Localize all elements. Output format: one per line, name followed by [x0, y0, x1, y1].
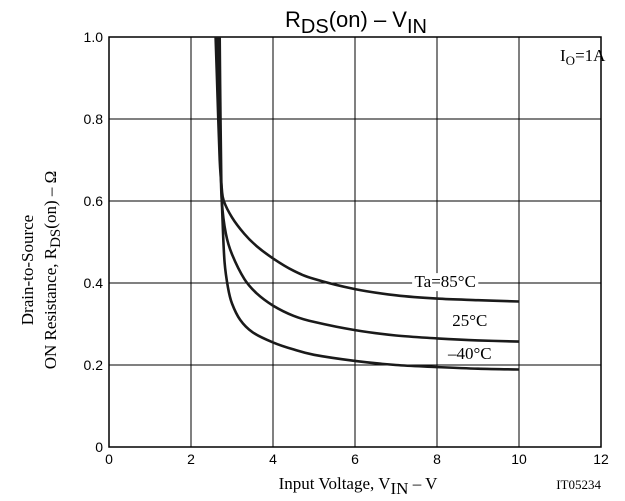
- x-tick-label-2: 4: [269, 451, 277, 467]
- x-tick-label-5: 10: [511, 451, 527, 467]
- y-axis-label-line1: Drain-to-Source: [18, 215, 37, 325]
- condition-pre: I: [560, 46, 566, 65]
- series-label-bg-2: [445, 344, 495, 363]
- y-tick-label-1: 0.2: [84, 357, 104, 373]
- series-label-2: –40°C: [447, 344, 492, 363]
- series-curves: [214, 36, 520, 371]
- series-label-1: 25°C: [452, 311, 487, 330]
- chart-title-main-sub: DS: [301, 16, 329, 38]
- chart-title-main: R: [285, 7, 301, 32]
- y-tick-label-0: 0: [95, 439, 103, 455]
- y-tick-label-3: 0.6: [84, 193, 104, 209]
- x-axis-label-post: – V: [408, 474, 438, 493]
- x-axis-label-pre: Input Voltage, V: [279, 474, 392, 493]
- chart-title-mid: (on) – V: [329, 7, 408, 32]
- y-axis-label: Drain-to-Source ON Resistance, RDS(on) –…: [18, 171, 64, 370]
- y-axis-label-line2-post: (on) – Ω: [41, 171, 60, 229]
- y-tick-labels: 0 0.2 0.4 0.6 0.8 1.0: [84, 29, 104, 455]
- condition-sub: O: [566, 53, 575, 68]
- y-tick-label-4: 0.8: [84, 111, 104, 127]
- condition-post: =1A: [575, 46, 606, 65]
- series-label-0: Ta=85°C: [414, 272, 475, 291]
- figure-id: IT05234: [556, 477, 601, 492]
- chart-title: RDS(on) – VIN: [285, 7, 427, 38]
- condition-label: IO=1A: [560, 46, 606, 68]
- series-label-bg-1: [449, 312, 490, 331]
- x-tick-labels: 0 2 4 6 8 10 12: [105, 451, 609, 467]
- x-tick-label-4: 8: [433, 451, 441, 467]
- series-labels: Ta=85°C 25°C –40°C: [412, 272, 495, 363]
- chart-title-end-sub: IN: [407, 16, 427, 38]
- y-tick-label-5: 1.0: [84, 29, 104, 45]
- y-axis-label-line2: ON Resistance, RDS(on) – Ω: [41, 171, 64, 370]
- x-tick-label-0: 0: [105, 451, 113, 467]
- x-axis-label-sub: IN: [390, 479, 408, 498]
- y-axis-label-line2-pre: ON Resistance, R: [41, 247, 60, 369]
- y-tick-label-2: 0.4: [84, 275, 104, 291]
- series-line-2: [218, 36, 520, 371]
- x-tick-label-3: 6: [351, 451, 359, 467]
- y-axis-label-line2-sub: DS: [48, 229, 64, 248]
- x-tick-label-1: 2: [187, 451, 195, 467]
- series-label-bg-0: [412, 273, 479, 292]
- x-axis-label: Input Voltage, VIN – V: [279, 474, 439, 498]
- grid: [109, 37, 601, 447]
- x-tick-label-6: 12: [593, 451, 609, 467]
